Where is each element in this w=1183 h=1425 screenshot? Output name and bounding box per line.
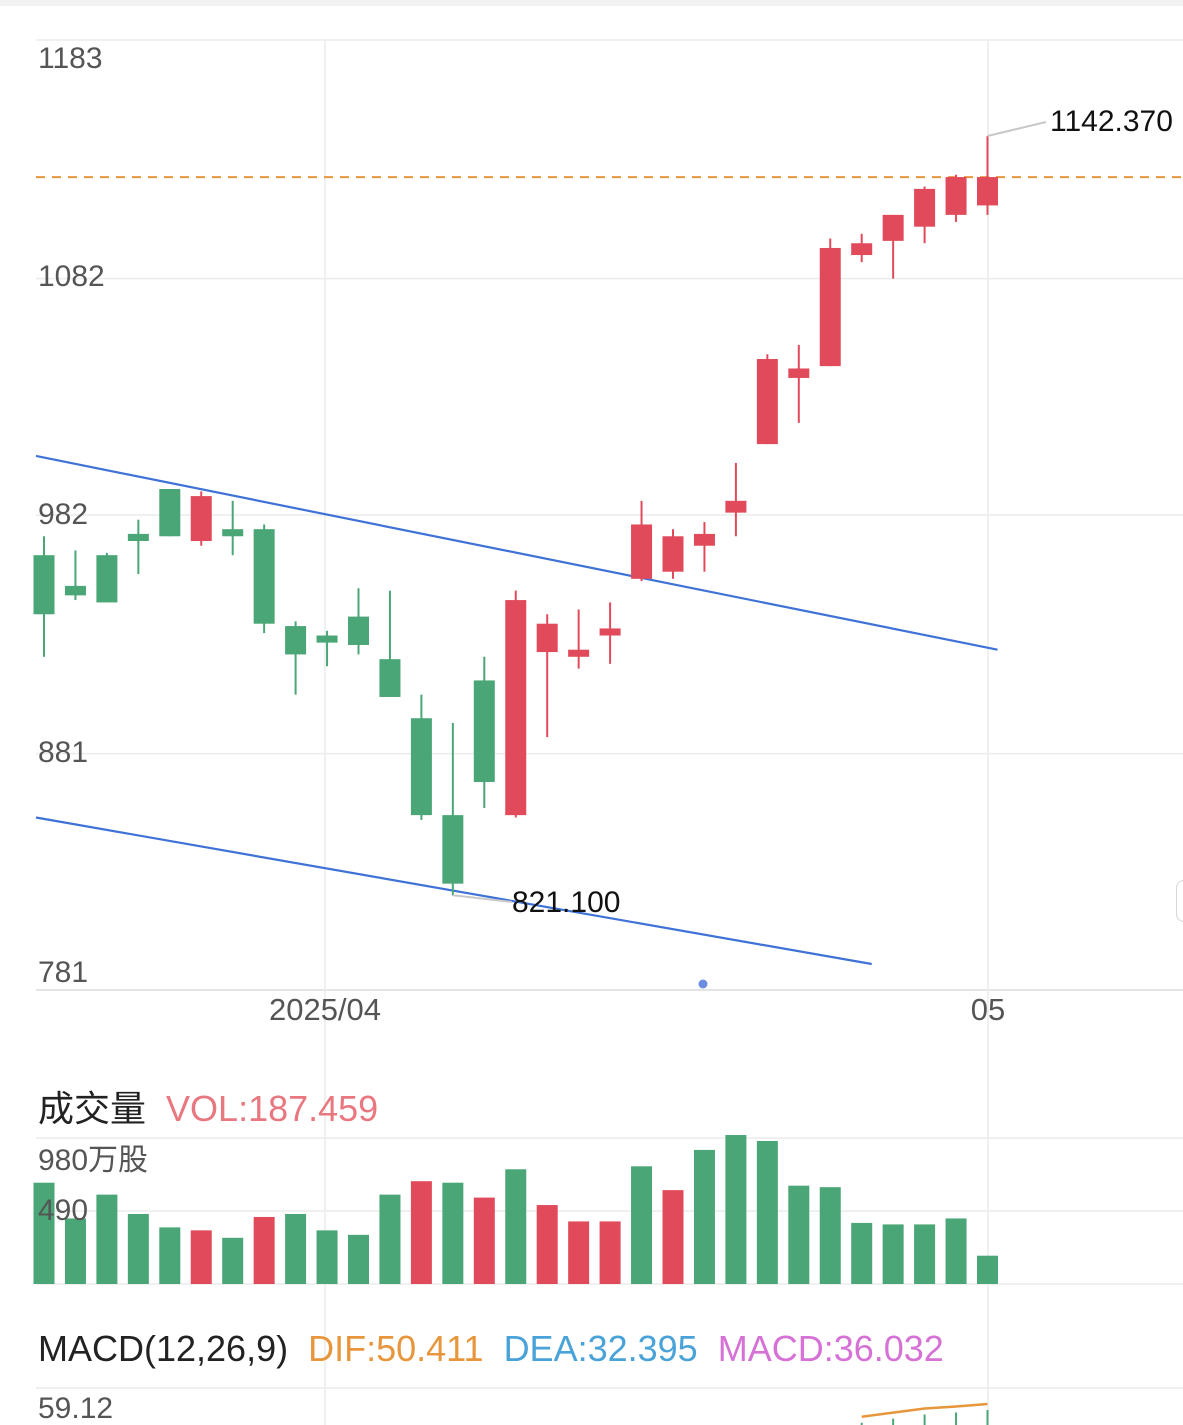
volume-bar xyxy=(977,1255,998,1284)
volume-bar xyxy=(914,1224,936,1284)
candle-body xyxy=(977,177,998,206)
dif-line xyxy=(861,1402,988,1418)
y-tick-label: 1183 xyxy=(38,42,103,75)
volume-bar xyxy=(64,1218,86,1284)
volume-y-tick: 980万股 xyxy=(38,1144,148,1177)
candle-body xyxy=(945,177,967,215)
x-tick-label: 05 xyxy=(971,992,1005,1027)
volume-bar xyxy=(410,1181,432,1284)
volume-bar xyxy=(568,1221,590,1284)
candle-body xyxy=(96,555,118,603)
macd-value-label: MACD:36.032 xyxy=(717,1328,944,1369)
volume-bar xyxy=(316,1230,338,1284)
candle-body xyxy=(442,815,464,884)
volume-bar xyxy=(473,1197,495,1284)
volume-bar xyxy=(379,1194,401,1284)
candlesticks xyxy=(33,136,998,896)
volume-bar xyxy=(631,1166,653,1284)
volume-panel-title: 成交量 VOL:187.459 xyxy=(38,1080,378,1132)
candle-body xyxy=(882,214,904,241)
macd-title: MACD(12,26,9) xyxy=(38,1328,289,1369)
volume-bar xyxy=(33,1182,55,1284)
volume-bar xyxy=(599,1221,621,1284)
candle-body xyxy=(159,489,181,537)
volume-bar xyxy=(159,1227,181,1284)
volume-value-label: VOL:187.459 xyxy=(166,1088,379,1129)
volume-bar xyxy=(819,1187,841,1284)
candle-body xyxy=(348,616,369,645)
volume-bar xyxy=(788,1185,810,1284)
candle-body xyxy=(851,243,873,256)
candle-body xyxy=(64,585,86,596)
y-tick-label: 781 xyxy=(38,956,88,989)
macd-lines xyxy=(860,1402,989,1425)
volume-bars xyxy=(33,1135,998,1284)
candle-body xyxy=(190,496,212,541)
candle-body xyxy=(33,555,55,615)
volume-bar xyxy=(222,1237,244,1284)
candle-body xyxy=(662,536,684,572)
trendline-anchor-dot xyxy=(698,979,708,989)
dif-label: DIF:50.411 xyxy=(308,1328,484,1369)
candle-body xyxy=(756,359,778,445)
candle-body xyxy=(127,533,149,541)
candle-body xyxy=(285,626,307,655)
candle-body xyxy=(505,600,527,816)
candle-body xyxy=(410,718,432,816)
volume-bar xyxy=(662,1190,684,1284)
x-tick-label: 2025/04 xyxy=(269,992,381,1027)
low-callout-line xyxy=(452,894,513,903)
y-tick-label: 1082 xyxy=(38,260,105,293)
candle-body xyxy=(222,529,244,537)
low-price-label: 821.100 xyxy=(512,886,620,919)
candle-body xyxy=(819,247,841,367)
candle-body xyxy=(599,628,621,636)
candle-body xyxy=(914,188,936,227)
macd-panel-title: MACD(12,26,9) DIF:50.411 DEA:32.395 MACD… xyxy=(38,1328,944,1370)
candle-body xyxy=(568,649,590,657)
volume-title: 成交量 xyxy=(38,1088,147,1129)
volume-bar xyxy=(851,1222,873,1284)
volume-bar xyxy=(442,1182,464,1284)
candle-body xyxy=(788,368,810,378)
trendline xyxy=(35,454,998,651)
high-callout-line xyxy=(987,121,1047,137)
y-tick-label: 982 xyxy=(38,498,88,531)
volume-bar xyxy=(348,1234,369,1284)
volume-bar xyxy=(253,1216,275,1284)
grid-lines xyxy=(36,39,1183,1425)
volume-bar xyxy=(756,1140,778,1284)
candle-body xyxy=(725,500,747,513)
dea-label: DEA:32.395 xyxy=(503,1328,698,1369)
axis-labels: 1183 1082 982 881 781 2025/04 05 1142.370 821.10… xyxy=(38,42,1173,1425)
volume-bar xyxy=(127,1213,149,1284)
candle-body xyxy=(253,529,275,624)
candle-body xyxy=(631,524,653,579)
volume-bar xyxy=(96,1194,118,1284)
candle-body xyxy=(693,533,715,546)
volume-y-tick: 490 xyxy=(38,1194,88,1227)
volume-bar xyxy=(536,1205,558,1284)
high-price-label: 1142.370 xyxy=(1050,105,1173,138)
y-tick-label: 881 xyxy=(38,736,88,769)
volume-bar xyxy=(505,1169,527,1284)
volume-bar xyxy=(285,1213,307,1284)
drawer-handle[interactable] xyxy=(1176,880,1183,922)
candle-body xyxy=(379,659,401,697)
volume-bar xyxy=(725,1135,747,1284)
volume-bar xyxy=(190,1230,212,1284)
volume-bar xyxy=(693,1149,715,1284)
volume-bar xyxy=(945,1218,967,1284)
top-status-strip xyxy=(0,0,1183,6)
macd-y-tick: 59.12 xyxy=(38,1392,113,1425)
candle-body xyxy=(536,623,558,653)
candle-body xyxy=(473,680,495,783)
volume-bar xyxy=(882,1224,904,1284)
candle-body xyxy=(316,635,338,643)
